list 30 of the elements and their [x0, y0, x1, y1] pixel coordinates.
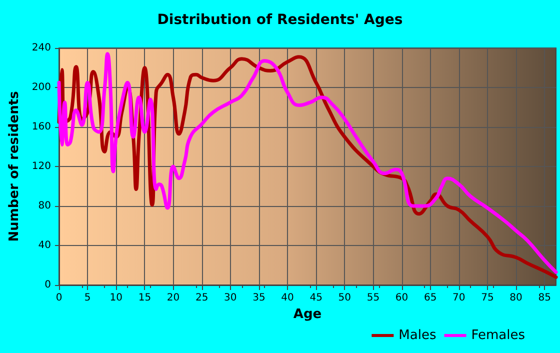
chart-title: Distribution of Residents' Ages — [157, 12, 403, 28]
x-tick-label: 80 — [510, 292, 522, 304]
x-tick-label: 50 — [338, 292, 351, 304]
x-tick-label: 5 — [84, 292, 91, 304]
y-tick-label: 240 — [32, 42, 51, 54]
x-tick-label: 40 — [281, 292, 294, 304]
y-tick-label: 200 — [32, 82, 51, 93]
y-tick-label: 80 — [38, 200, 51, 212]
x-axis-title: Age — [293, 306, 322, 322]
x-tick-label: 10 — [110, 292, 122, 304]
x-tick-label: 60 — [395, 292, 408, 304]
y-tick-label: 40 — [38, 240, 51, 251]
x-tick-label: 0 — [56, 292, 62, 304]
y-tick-label: 120 — [32, 161, 51, 172]
x-tick-label: 75 — [481, 292, 494, 304]
y-tick-label: 0 — [44, 280, 51, 290]
y-tick-label: 160 — [32, 122, 51, 132]
x-tick-label: 55 — [366, 292, 380, 304]
legend-label: Females — [471, 328, 526, 343]
legend-label: Males — [398, 328, 436, 343]
x-tick-label: 35 — [252, 292, 266, 304]
x-tick-label: 15 — [138, 292, 152, 304]
x-tick-label: 30 — [224, 292, 237, 304]
y-axis-title: Number of residents — [7, 90, 22, 242]
x-tick-label: 25 — [195, 292, 208, 304]
x-tick-label: 85 — [538, 292, 551, 304]
x-tick-label: 45 — [310, 292, 322, 304]
x-tick-label: 65 — [424, 292, 437, 304]
x-tick-label: 70 — [452, 292, 466, 304]
x-tick-label: 20 — [166, 292, 180, 304]
